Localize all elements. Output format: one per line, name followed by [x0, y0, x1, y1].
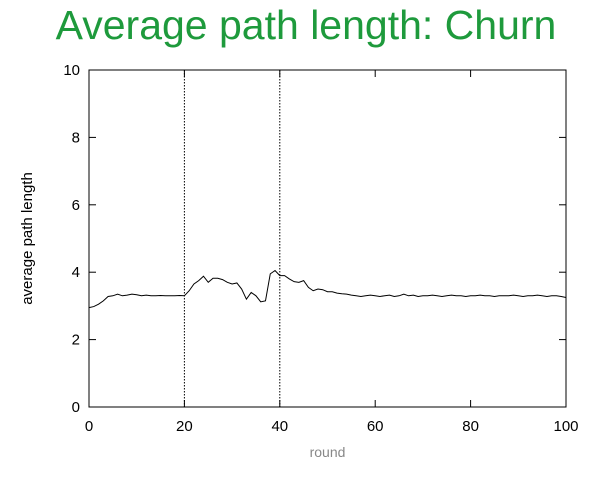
x-tick-label: 0 [85, 418, 93, 435]
y-tick-label: 6 [72, 197, 80, 214]
y-tick-label: 8 [72, 129, 80, 146]
x-tick-label: 80 [462, 418, 479, 435]
chart-title: Average path length: Churn [55, 2, 557, 48]
y-tick-label: 4 [72, 264, 80, 281]
y-tick-label: 2 [72, 332, 80, 349]
x-tick-label: 20 [176, 418, 193, 435]
y-axis-label: average path length [19, 172, 36, 305]
series-line [88, 269, 567, 309]
x-axis-label: round [310, 444, 346, 460]
x-tick-label: 60 [367, 418, 384, 435]
y-tick-label: 0 [72, 399, 80, 416]
plot-frame [88, 69, 567, 408]
y-tick-label: 10 [63, 62, 80, 79]
x-tick-label: 40 [271, 418, 288, 435]
x-tick-label: 100 [553, 418, 578, 435]
